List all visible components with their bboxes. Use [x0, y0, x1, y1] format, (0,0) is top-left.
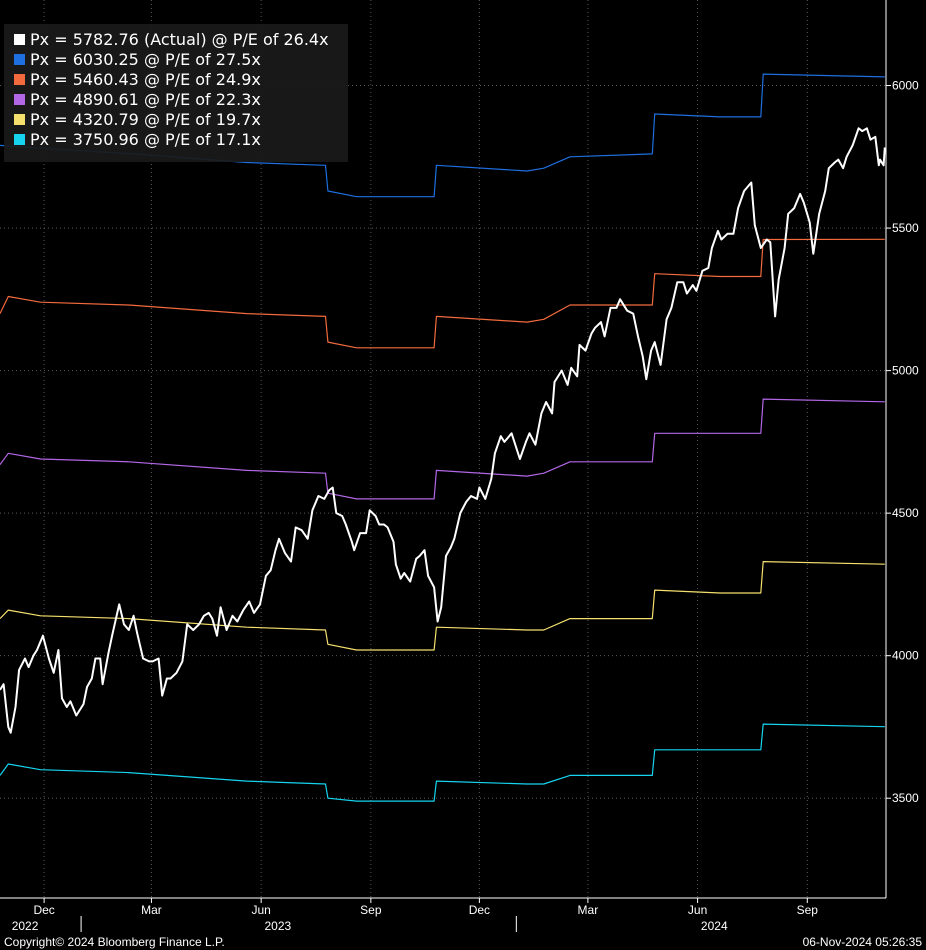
series-line-actual: [0, 127, 886, 734]
x-year-label: 2022: [12, 919, 39, 933]
series-line-pe-band: [0, 398, 885, 500]
y-tick-label: 3500: [892, 791, 919, 805]
legend-label: Px = 5460.43 @ P/E of 24.9x: [30, 70, 261, 89]
x-month-label: Jun: [251, 903, 270, 917]
legend-swatch: [14, 54, 25, 65]
x-year-label: 2023: [264, 919, 291, 933]
series-line-pe-band: [0, 723, 885, 802]
legend-swatch: [14, 34, 25, 45]
y-tick-label: 4500: [892, 506, 919, 520]
legend-label: Px = 4320.79 @ P/E of 19.7x: [30, 110, 261, 129]
legend-label: Px = 6030.25 @ P/E of 27.5x: [30, 50, 261, 69]
x-month-label: Jun: [688, 903, 707, 917]
series-line-pe-band: [0, 238, 885, 349]
y-tick-label: 4000: [892, 649, 919, 663]
x-month-label: Mar: [141, 903, 162, 917]
legend-label: Px = 4890.61 @ P/E of 22.3x: [30, 90, 261, 109]
y-tick-label: 5500: [892, 221, 919, 235]
legend-swatch: [14, 94, 25, 105]
x-year-label: 2024: [701, 919, 728, 933]
series-line-pe-band: [0, 560, 885, 651]
y-tick-label: 6000: [892, 79, 919, 93]
x-month-label: Dec: [33, 903, 54, 917]
axes: 3500 4000 4500 5000 5500 6000 Dec Mar Jun Sep Dec M…: [0, 0, 919, 933]
copyright-text: Copyright© 2024 Bloomberg Finance L.P.: [4, 935, 225, 949]
gridlines: [0, 0, 886, 898]
x-month-label: Sep: [797, 903, 819, 917]
x-month-label: Dec: [469, 903, 490, 917]
x-month-label: Sep: [360, 903, 382, 917]
legend-swatch: [14, 114, 25, 125]
timestamp-text: 06-Nov-2024 05:26:35: [803, 935, 923, 949]
legend-label: Px = 3750.96 @ P/E of 17.1x: [30, 130, 261, 149]
legend-swatch: [14, 134, 25, 145]
legend-label: Px = 5782.76 (Actual) @ P/E of 26.4x: [30, 30, 329, 49]
y-tick-label: 5000: [892, 364, 919, 378]
legend-swatch: [14, 74, 25, 85]
footer: Copyright© 2024 Bloomberg Finance L.P. 0…: [4, 935, 922, 949]
legend-box: [4, 24, 348, 162]
x-month-label: Mar: [578, 903, 599, 917]
